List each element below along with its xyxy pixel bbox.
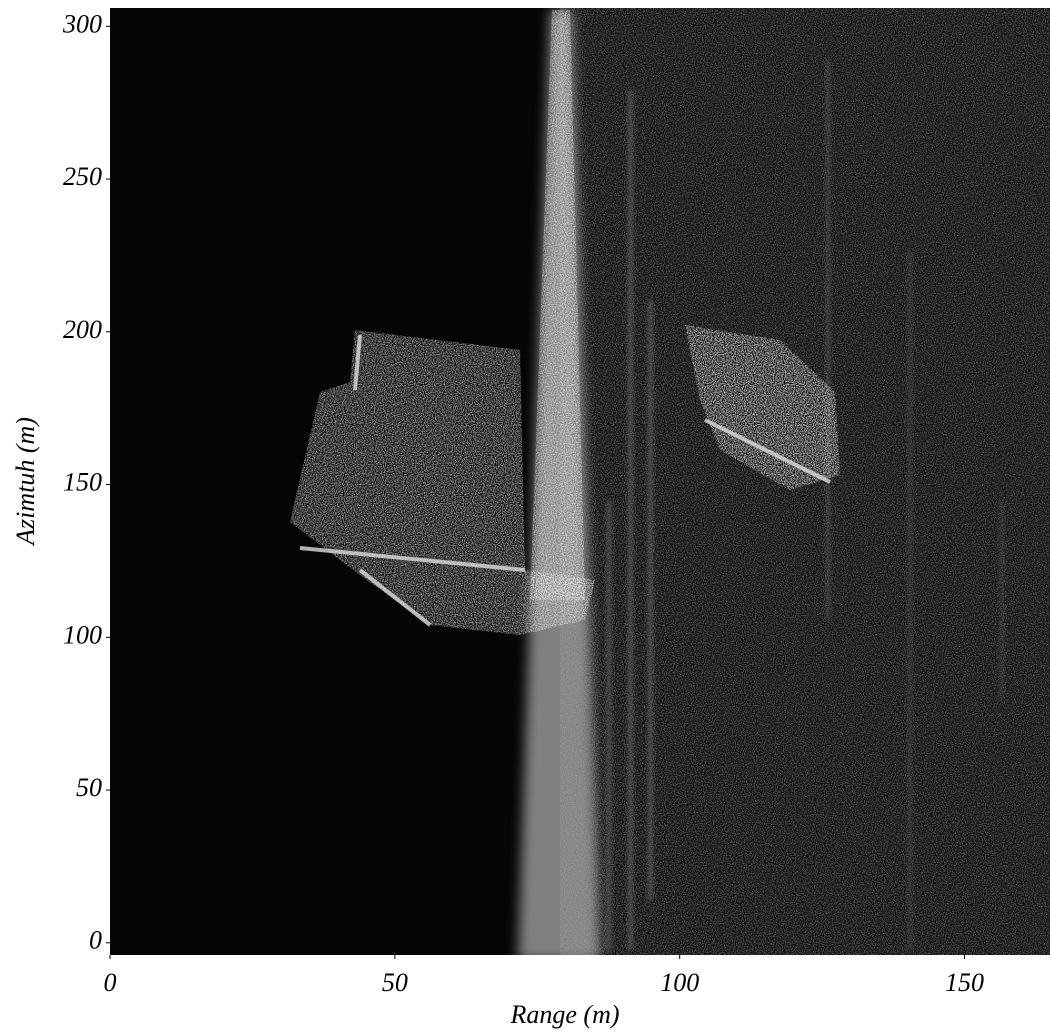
x-tick-label: 0: [104, 968, 117, 997]
x-tick-label: 50: [382, 968, 408, 997]
y-axis-title: Azimtuh (m): [11, 417, 40, 547]
y-tick-label: 50: [76, 773, 102, 802]
bright-streak-core: [530, 10, 585, 600]
sar-image: [110, 8, 1050, 955]
streaks: [606, 60, 1004, 950]
town-left: [290, 330, 595, 635]
x-tick-label: 150: [945, 968, 984, 997]
x-axis-title: Range (m): [509, 1000, 619, 1029]
features: [299, 334, 831, 627]
y-tick-label: 300: [62, 9, 102, 38]
x-tick-label: 100: [660, 968, 699, 997]
y-tick-label: 250: [63, 162, 102, 191]
y-tick-label: 200: [63, 315, 102, 344]
town-right: [685, 325, 840, 490]
y-tick-label: 0: [89, 926, 102, 955]
y-tick-label: 150: [63, 468, 102, 497]
y-tick-label: 100: [63, 620, 102, 649]
